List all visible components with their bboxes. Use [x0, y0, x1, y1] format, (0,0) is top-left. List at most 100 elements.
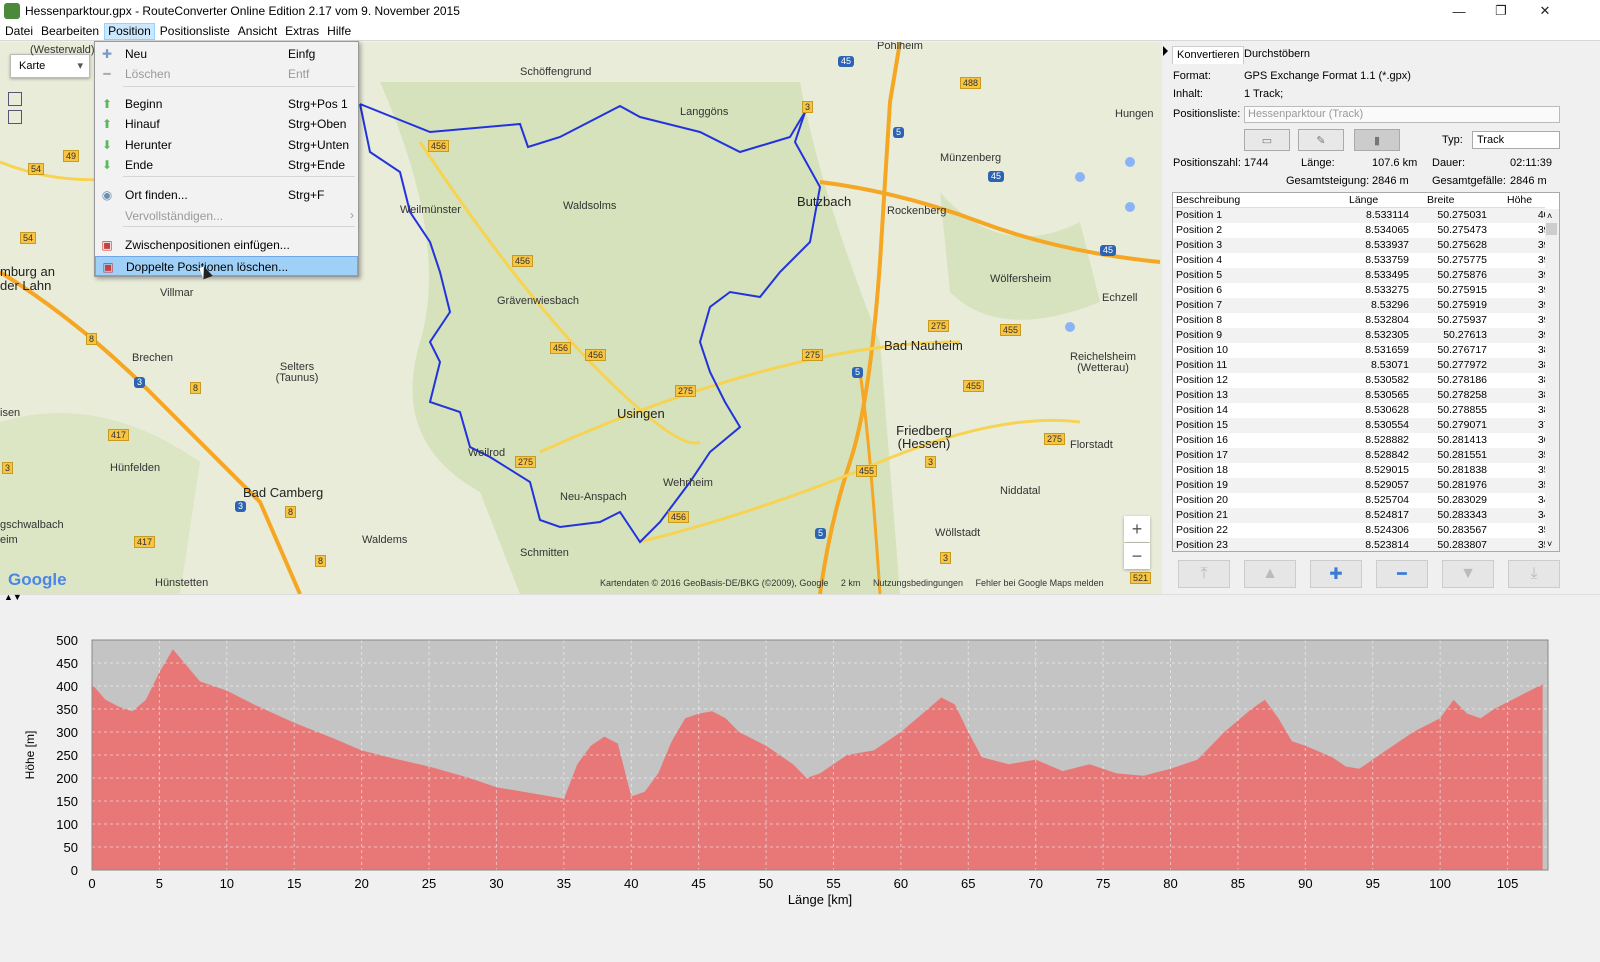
- cell-latitude: 50.283807: [1437, 539, 1487, 551]
- tab-konvertieren[interactable]: Konvertieren: [1172, 46, 1245, 64]
- type-select[interactable]: Track: [1472, 131, 1560, 149]
- maximize-button[interactable]: ❐: [1495, 3, 1507, 18]
- cell-longitude: 8.524817: [1365, 509, 1409, 521]
- menu-item-ende[interactable]: ⬇ Ende Strg+Ende: [95, 155, 358, 175]
- menu-item-neu[interactable]: ✚ Neu Einfg: [95, 44, 358, 64]
- col-beschreibung[interactable]: Beschreibung: [1176, 194, 1241, 206]
- menu-datei[interactable]: Datei: [5, 23, 34, 38]
- menu-item-shortcut: Strg+Unten: [288, 138, 350, 152]
- type-label: Typ:: [1442, 134, 1463, 146]
- report-error-link[interactable]: Fehler bei Google Maps melden: [975, 578, 1104, 588]
- minimize-button[interactable]: —: [1452, 3, 1466, 19]
- add-position-button[interactable]: ✚: [1310, 560, 1362, 588]
- table-scrollbar[interactable]: ˄ ˅: [1545, 209, 1559, 551]
- menu-item-hinauf[interactable]: ⬆ Hinauf Strg+Oben: [95, 114, 358, 134]
- menu-positionsliste[interactable]: Positionsliste: [159, 23, 230, 38]
- map-place: Münzenberg: [940, 152, 1002, 164]
- map-type-select[interactable]: Karte: [10, 54, 90, 78]
- cell-longitude: 8.532804: [1365, 314, 1409, 326]
- cell-description: Position 17: [1176, 449, 1228, 461]
- col-breite[interactable]: Breite: [1427, 194, 1455, 206]
- tab-durchstoebern[interactable]: Durchstöbern: [1244, 48, 1311, 60]
- elevation-profile[interactable]: 0 5 10 15 20 25 30 35 40 45 50 55 60 65 70 75 80 85 90 95 10…: [0, 602, 1600, 962]
- new-list-button[interactable]: ▭: [1244, 129, 1290, 151]
- menu-item-herunter[interactable]: ⬇ Herunter Strg+Unten: [95, 135, 358, 155]
- terms-link[interactable]: Nutzungsbedingungen: [872, 578, 964, 588]
- road-marker: 3: [802, 101, 814, 113]
- rename-list-button[interactable]: ✎: [1298, 129, 1344, 151]
- move-bottom-button[interactable]: ⤓: [1508, 560, 1560, 588]
- y-tick-label: 50: [64, 840, 78, 855]
- map-place: Wehrheim: [663, 477, 713, 489]
- menu-ansicht[interactable]: Ansicht: [237, 23, 278, 38]
- delete-list-button[interactable]: ▮: [1354, 129, 1400, 151]
- map-canvas: [0, 42, 1161, 594]
- menu-item-label: Zwischenpositionen einfügen...: [125, 238, 290, 252]
- menu-item-beginn[interactable]: ⬆ Beginn Strg+Pos 1: [95, 94, 358, 114]
- move-down-button[interactable]: ▼: [1442, 560, 1494, 588]
- cell-description: Position 1: [1176, 209, 1223, 221]
- zoom-tool-icon[interactable]: [8, 92, 22, 106]
- cell-description: Position 7: [1176, 299, 1223, 311]
- menu-position[interactable]: Position: [104, 22, 155, 40]
- scroll-up-icon[interactable]: ˄: [1547, 211, 1553, 221]
- arrow-up-icon: ⬆: [101, 117, 113, 131]
- scroll-thumb[interactable]: [1546, 223, 1557, 235]
- zoom-out-button[interactable]: −: [1124, 543, 1150, 569]
- collapse-arrow-icon[interactable]: [1163, 46, 1168, 56]
- select-tool-icon[interactable]: [8, 110, 22, 124]
- cell-longitude: 8.533114: [1365, 209, 1409, 221]
- col-laenge[interactable]: Länge: [1349, 194, 1379, 206]
- poslist-select[interactable]: Hessenparktour (Track): [1244, 106, 1560, 123]
- format-value: GPS Exchange Format 1.1 (*.gpx): [1244, 70, 1411, 82]
- menu-hilfe[interactable]: Hilfe: [327, 23, 352, 38]
- menu-item-ort-finden[interactable]: ◉ Ort finden... Strg+F: [95, 185, 358, 205]
- menu-separator: [123, 86, 355, 87]
- splitter-arrows-icon[interactable]: ▲▼: [4, 592, 22, 602]
- map-view[interactable]: Karte Schöffengrund Langgöns Hungen Münz…: [0, 42, 1162, 594]
- map-place: Hungen: [1115, 108, 1154, 120]
- count-label: Positionszahl:: [1173, 157, 1241, 169]
- horizontal-splitter[interactable]: ▲▼: [0, 592, 1600, 602]
- position-table[interactable]: Beschreibung Länge Breite Höhe Position …: [1172, 192, 1560, 552]
- zoom-in-button[interactable]: +: [1124, 516, 1150, 542]
- close-button[interactable]: ✕: [1539, 3, 1551, 18]
- map-tool-icons[interactable]: [8, 90, 28, 130]
- move-up-button[interactable]: ▲: [1244, 560, 1296, 588]
- scroll-down-icon[interactable]: ˅: [1547, 539, 1553, 549]
- menu-item-zwischenpositionen-einfügen[interactable]: ▣ Zwischenpositionen einfügen...: [95, 235, 358, 255]
- cell-description: Position 8: [1176, 314, 1223, 326]
- remove-position-button[interactable]: ━: [1376, 560, 1428, 588]
- vertical-splitter[interactable]: [1162, 42, 1170, 594]
- menu-extras[interactable]: Extras: [285, 23, 320, 38]
- x-tick-label: 40: [624, 876, 638, 891]
- move-top-button[interactable]: ⤒: [1178, 560, 1230, 588]
- menu-bearbeiten[interactable]: Bearbeiten: [41, 23, 100, 38]
- map-place: Grävenwiesbach: [497, 295, 579, 307]
- col-hoehe[interactable]: Höhe: [1507, 194, 1533, 206]
- menu-item-doppelte-positionen-löschen[interactable]: ▣ Doppelte Positionen löschen...: [95, 256, 358, 276]
